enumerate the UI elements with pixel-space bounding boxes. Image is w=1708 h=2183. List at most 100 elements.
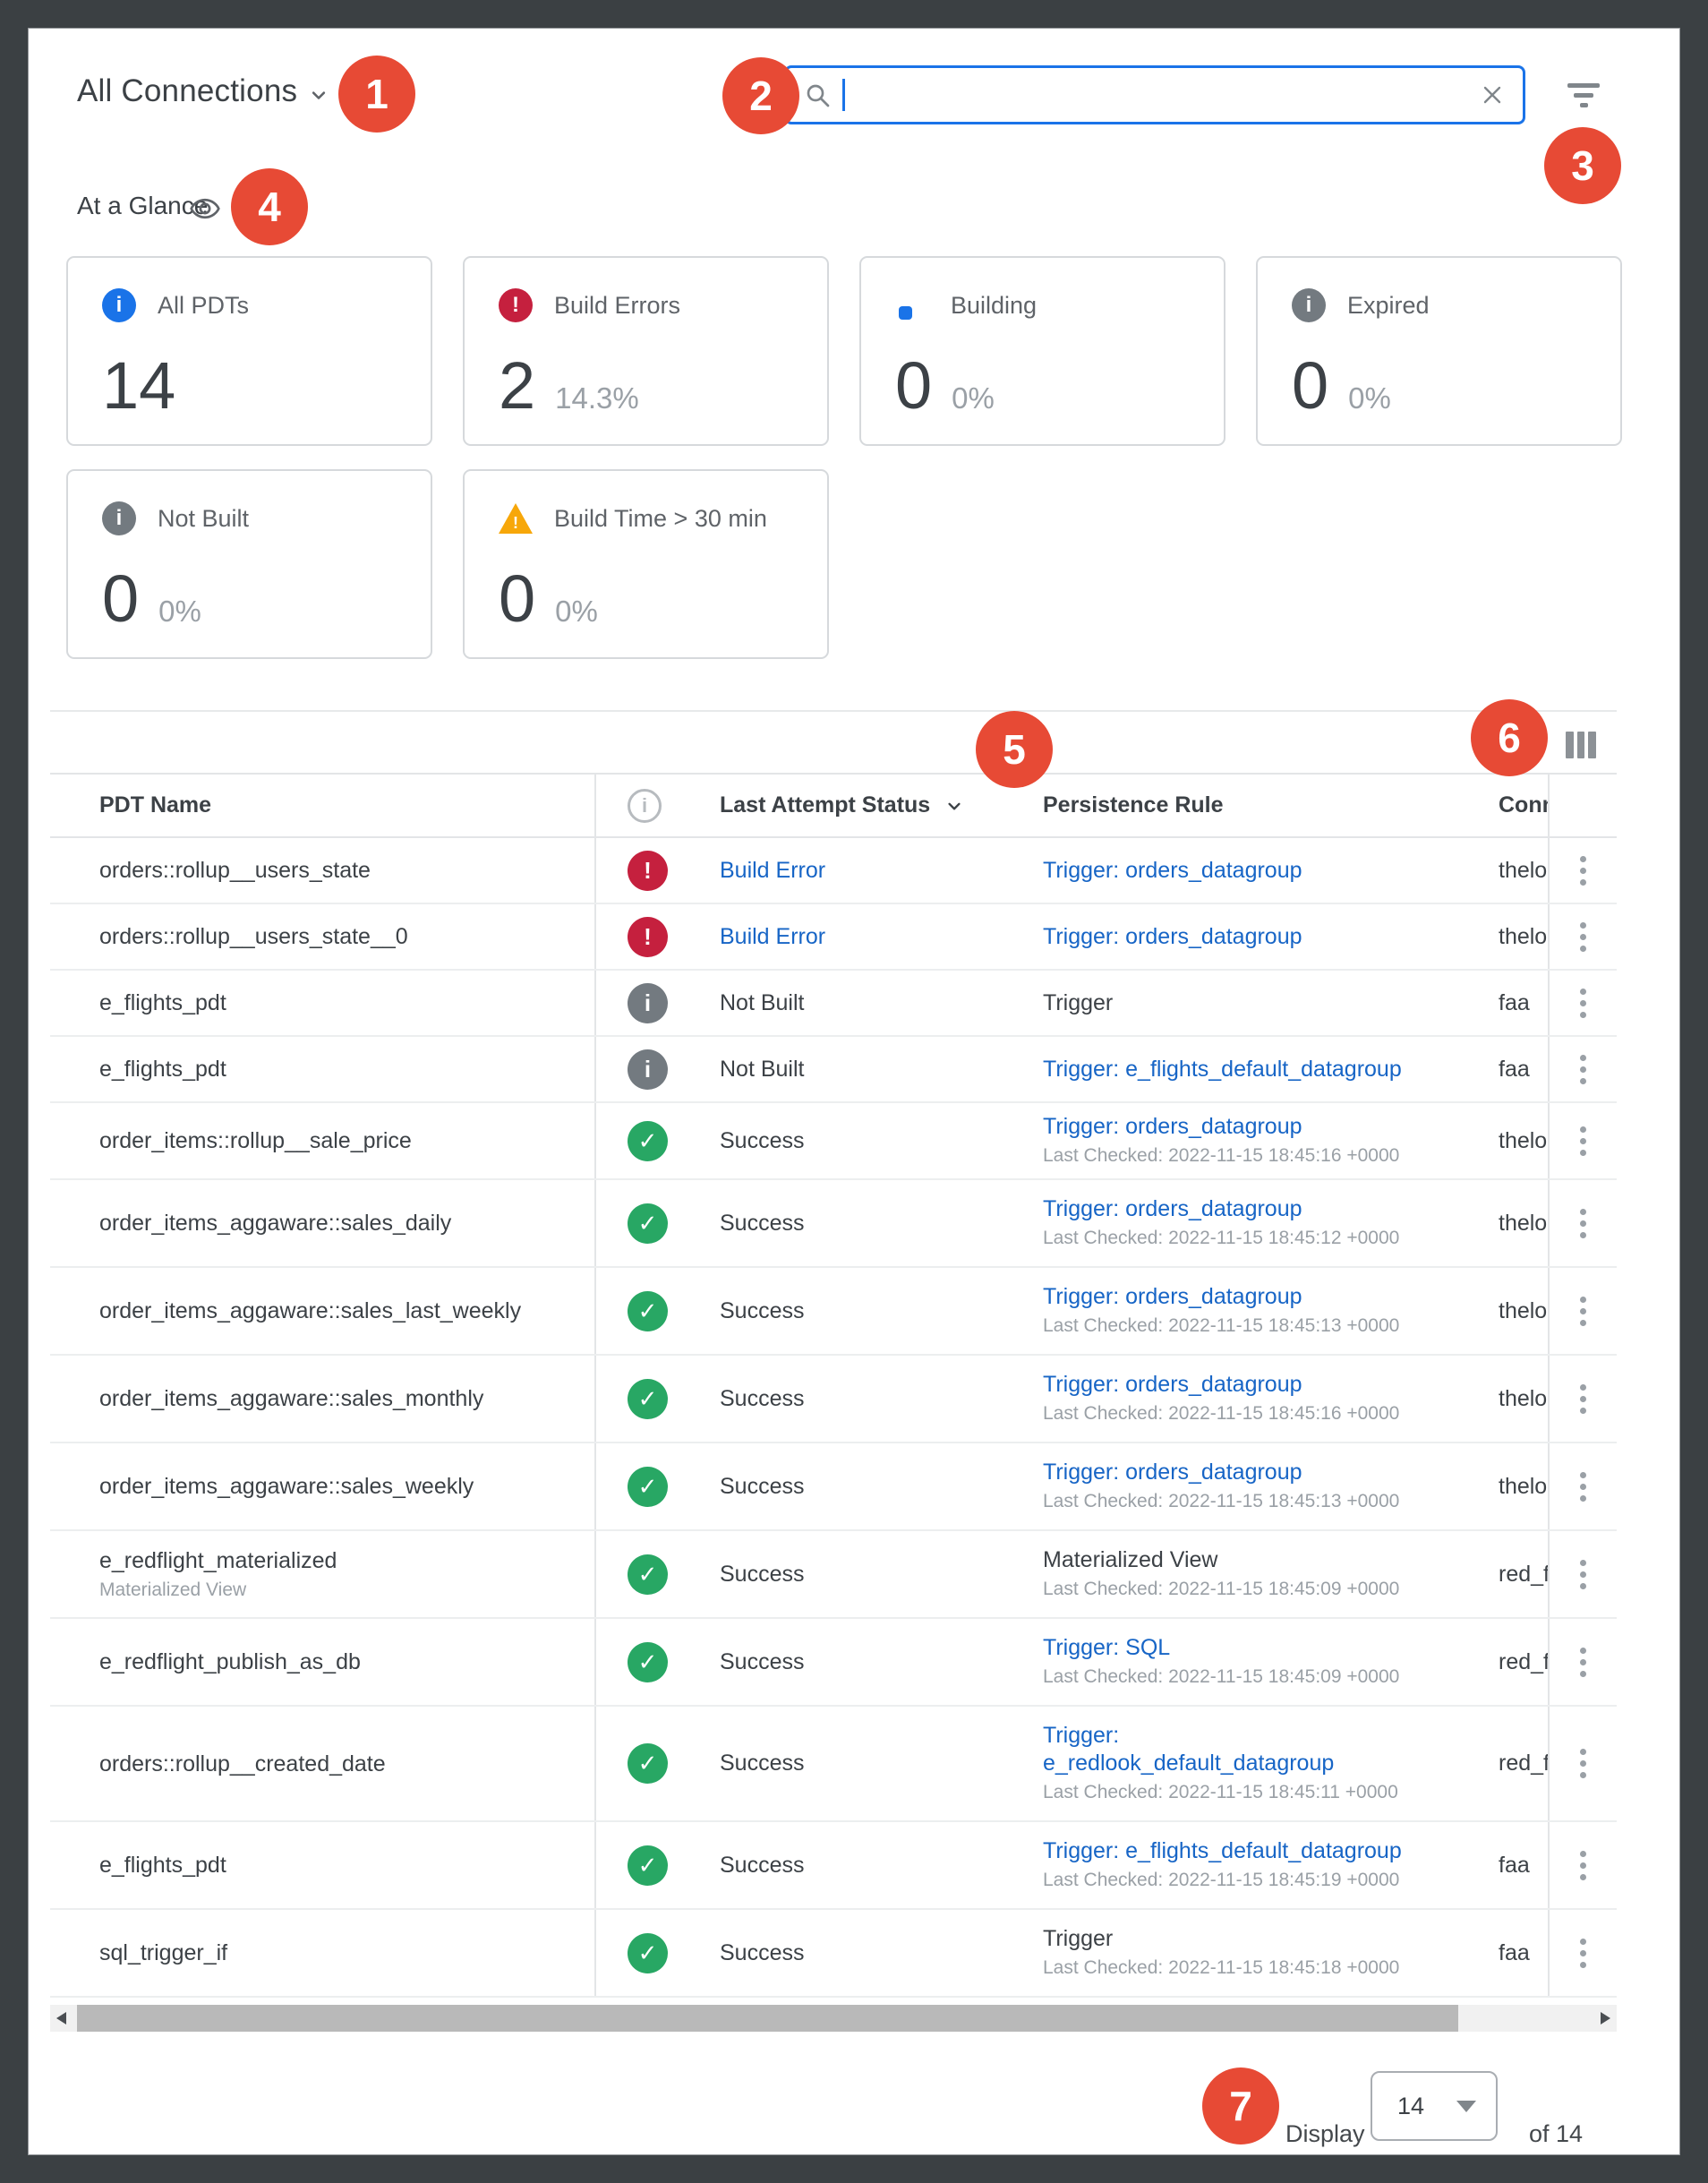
persistence-rule-link[interactable]: Trigger: orders_datagroup xyxy=(1043,1284,1302,1309)
summary-card-count: 0 xyxy=(499,561,536,636)
summary-card[interactable]: ! Build Errors 2 14.3% xyxy=(463,256,829,446)
status-cell: Success xyxy=(708,1751,1039,1776)
horizontal-scrollbar[interactable] xyxy=(50,2005,1617,2032)
connection-cell: red_f xyxy=(1487,1531,1550,1617)
annotation-badge: 1 xyxy=(338,56,415,133)
search-box[interactable] xyxy=(784,65,1525,124)
persistence-rule-text: Materialized View xyxy=(1043,1547,1218,1572)
persistence-rule-link[interactable]: Trigger: e_flights_default_datagroup xyxy=(1043,1838,1402,1863)
persistence-rule-link[interactable]: Trigger: orders_datagroup xyxy=(1043,1196,1302,1221)
status-icon-cell: ✓ xyxy=(596,1743,708,1784)
kebab-menu-icon[interactable] xyxy=(1575,1203,1592,1244)
table-row: e_redflight_materialized Materialized Vi… xyxy=(50,1531,1617,1619)
summary-card[interactable]: i Expired 0 0% xyxy=(1256,256,1622,446)
kebab-menu-icon[interactable] xyxy=(1575,1291,1592,1331)
scroll-left-arrow-icon[interactable] xyxy=(56,2012,66,2025)
eye-icon[interactable] xyxy=(189,193,221,225)
pdt-name: orders::rollup__users_state__0 xyxy=(99,924,408,949)
summary-card-values: 0 0% xyxy=(1292,353,1391,419)
connection-name: thelo xyxy=(1499,1127,1548,1153)
kebab-menu-icon[interactable] xyxy=(1575,1743,1592,1784)
text-caret xyxy=(842,79,845,111)
last-checked-timestamp: Last Checked: 2022-11-15 18:45:18 +0000 xyxy=(1043,1957,1400,1978)
select-columns-icon[interactable] xyxy=(1566,732,1597,758)
scrollbar-thumb[interactable] xyxy=(77,2005,1458,2032)
annotation-badge: 3 xyxy=(1544,127,1621,204)
persistence-rule-link[interactable]: Trigger: orders_datagroup xyxy=(1043,1372,1302,1397)
table-toolbar xyxy=(50,710,1617,773)
persistence-rule-link[interactable]: Trigger: orders_datagroup xyxy=(1043,857,1302,883)
close-icon[interactable] xyxy=(1478,81,1507,109)
persistence-cell: Trigger: orders_datagroup Last Checked: 2… xyxy=(1039,1459,1487,1514)
success-check-icon: ✓ xyxy=(628,1290,668,1331)
sort-chevron-icon[interactable] xyxy=(943,794,966,818)
status-link[interactable]: Build Error xyxy=(720,923,826,949)
persistence-rule-link[interactable]: Trigger: orders_datagroup xyxy=(1043,923,1302,949)
pdt-name: e_flights_pdt xyxy=(99,1853,226,1878)
status-cell: Success xyxy=(708,1853,1039,1879)
kebab-menu-icon[interactable] xyxy=(1575,851,1592,891)
table-row: order_items_aggaware::sales_weekly ✓ Suc… xyxy=(50,1443,1617,1531)
pdt-name: sql_trigger_if xyxy=(99,1940,228,1965)
table-row: order_items_aggaware::sales_last_weekly … xyxy=(50,1268,1617,1356)
filter-icon[interactable] xyxy=(1560,75,1607,115)
connections-dropdown-label[interactable]: All Connections xyxy=(77,73,298,108)
connection-cell: faa xyxy=(1487,971,1550,1035)
persistence-rule-link[interactable]: e_redlook_default_datagroup xyxy=(1043,1751,1335,1776)
status-icon-cell: ✓ xyxy=(596,1378,708,1419)
kebab-menu-icon[interactable] xyxy=(1575,1049,1592,1090)
row-actions-cell xyxy=(1550,1743,1617,1784)
summary-card-values: 0 0% xyxy=(102,566,201,632)
kebab-menu-icon[interactable] xyxy=(1575,983,1592,1023)
info-gray-icon: i xyxy=(102,501,136,535)
connection-cell: faa xyxy=(1487,1822,1550,1908)
kebab-menu-icon[interactable] xyxy=(1575,1933,1592,1973)
summary-card[interactable]: Build Time > 30 min 0 0% xyxy=(463,469,829,659)
persistence-cell: Trigger: orders_datagroup Last Checked: 2… xyxy=(1039,1195,1487,1251)
row-actions-cell xyxy=(1550,1049,1617,1090)
pdt-name-cell: order_items_aggaware::sales_weekly xyxy=(50,1443,596,1529)
column-header-last-attempt-status[interactable]: Last Attempt Status xyxy=(708,792,1039,818)
chevron-down-icon[interactable] xyxy=(306,82,331,107)
status-cell: Success xyxy=(708,1128,1039,1154)
search-icon xyxy=(807,84,830,107)
persistence-cell: Trigger: orders_datagroup Last Checked: 2… xyxy=(1039,1113,1487,1169)
info-icon: i xyxy=(628,982,668,1023)
status-link[interactable]: Build Error xyxy=(720,857,826,883)
scroll-right-arrow-icon[interactable] xyxy=(1601,2012,1610,2025)
summary-card[interactable]: Building 0 0% xyxy=(859,256,1225,446)
table-row: order_items_aggaware::sales_daily ✓ Succ… xyxy=(50,1180,1617,1268)
connection-name: thelo xyxy=(1499,1210,1548,1236)
table-row: sql_trigger_if ✓ Success Trigger Last Che… xyxy=(50,1910,1617,1998)
summary-card[interactable]: i Not Built 0 0% xyxy=(66,469,432,659)
summary-card-header: ! Build Errors xyxy=(499,288,793,322)
persistence-rule-link[interactable]: Trigger: SQL xyxy=(1043,1635,1171,1660)
pdt-name: order_items_aggaware::sales_daily xyxy=(99,1211,452,1236)
annotation-badge: 7 xyxy=(1202,2067,1279,2144)
admin-panel: All Connections At a Glance i All PDTs xyxy=(28,28,1680,2155)
persistence-rule-link[interactable]: Trigger: e_flights_default_datagroup xyxy=(1043,1056,1402,1082)
kebab-menu-icon[interactable] xyxy=(1575,1121,1592,1161)
building-dot-icon xyxy=(895,288,929,322)
status-header-label: Last Attempt Status xyxy=(720,792,931,818)
page-size-select[interactable]: 14 xyxy=(1371,2071,1498,2141)
summary-card[interactable]: i All PDTs 14 xyxy=(66,256,432,446)
persistence-rule-link[interactable]: Trigger: xyxy=(1043,1723,1120,1748)
persistence-rule-link[interactable]: Trigger: orders_datagroup xyxy=(1043,1460,1302,1485)
info-blue-icon: i xyxy=(102,288,136,322)
status-text: Success xyxy=(720,1297,805,1323)
kebab-menu-icon[interactable] xyxy=(1575,1845,1592,1886)
kebab-menu-icon[interactable] xyxy=(1575,1467,1592,1507)
pdt-name-cell: orders::rollup__created_date xyxy=(50,1707,596,1820)
pdt-table: PDT Name i Last Attempt Status Persisten… xyxy=(50,710,1617,1998)
kebab-menu-icon[interactable] xyxy=(1575,1379,1592,1419)
status-icon-cell: ✓ xyxy=(596,1120,708,1161)
pdt-name: order_items::rollup__sale_price xyxy=(99,1128,412,1153)
kebab-menu-icon[interactable] xyxy=(1575,917,1592,957)
search-input[interactable] xyxy=(845,81,1478,109)
kebab-menu-icon[interactable] xyxy=(1575,1554,1592,1595)
kebab-menu-icon[interactable] xyxy=(1575,1642,1592,1682)
pdt-name: e_flights_pdt xyxy=(99,1057,226,1082)
persistence-rule-link[interactable]: Trigger: orders_datagroup xyxy=(1043,1114,1302,1139)
